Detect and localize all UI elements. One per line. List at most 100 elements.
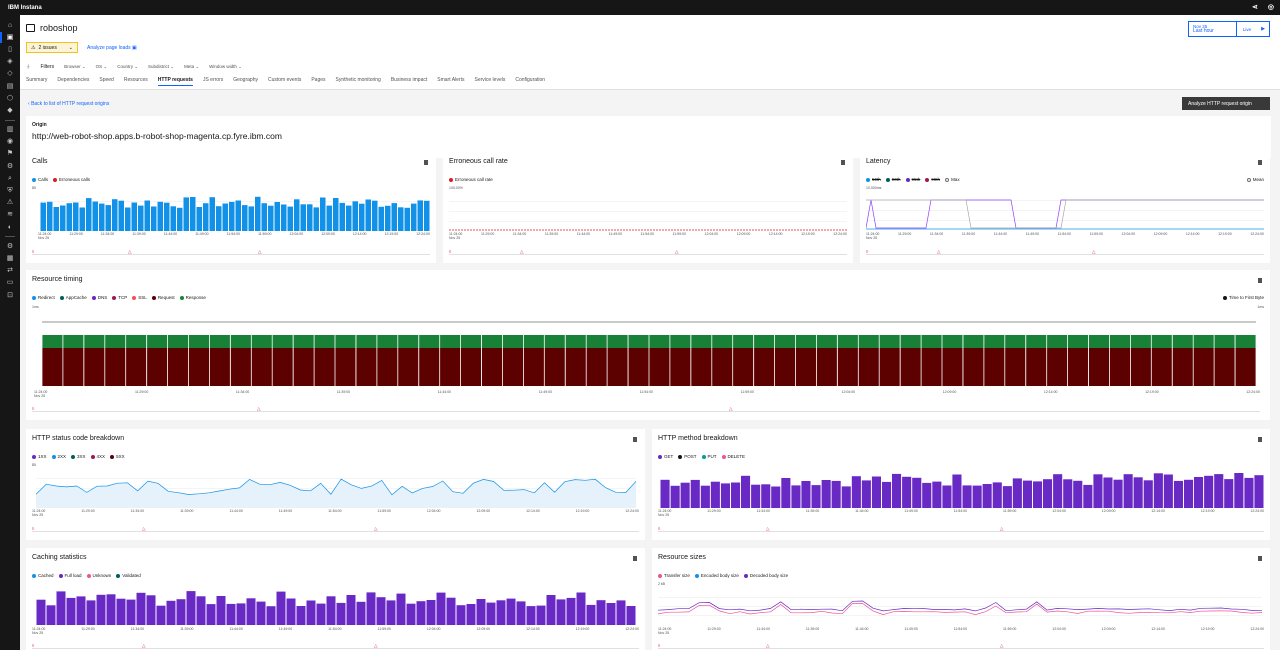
resource-sizes-chart[interactable] — [658, 588, 1262, 625]
alerts-icon[interactable]: ⚠ — [6, 199, 14, 207]
legend-item[interactable]: 3XX — [71, 454, 86, 459]
legend-item[interactable]: POST — [678, 454, 697, 459]
live-toggle[interactable]: Live — [1242, 26, 1252, 32]
alert-icon[interactable]: △ — [374, 526, 378, 531]
resource-timing-chart[interactable] — [42, 320, 1256, 388]
trash-icon[interactable] — [841, 160, 845, 165]
alert-icon[interactable]: △ — [257, 406, 261, 411]
legend-item[interactable]: 2XX — [51, 454, 66, 459]
filter-meta[interactable]: Meta ⌄ — [184, 64, 200, 69]
alert-icon[interactable]: △ — [142, 643, 146, 648]
alert-icon[interactable]: △ — [766, 526, 770, 531]
legend-item[interactable]: Transfer size — [658, 573, 690, 578]
event-marker[interactable]: ◊ — [32, 249, 35, 254]
docs-icon[interactable]: ▭ — [6, 279, 14, 287]
settings-icon[interactable]: ⚙ — [6, 242, 14, 250]
home-icon[interactable]: ⌂ — [7, 21, 13, 29]
tab-http-requests[interactable]: HTTP requests — [157, 77, 193, 86]
tab-js-errors[interactable]: JS errors — [202, 77, 224, 83]
legend-item[interactable]: Max — [945, 177, 960, 182]
events-icon[interactable]: ⚑ — [6, 150, 14, 158]
legend-item[interactable]: DELETE — [721, 454, 745, 459]
legend-item[interactable]: Decoded body size — [743, 573, 788, 578]
websites-icon[interactable]: ▣ — [0, 31, 14, 43]
alert-icon[interactable]: △ — [675, 249, 679, 254]
legend-item[interactable]: 4XX — [90, 454, 105, 459]
alert-icon[interactable]: △ — [258, 249, 262, 254]
filter-subdistrict[interactable]: Subdistrict ⌄ — [148, 64, 175, 69]
alert-icon[interactable]: △ — [520, 249, 524, 254]
legend-item[interactable]: Erroneous calls — [53, 177, 90, 182]
tab-smart-alerts[interactable]: Smart Alerts — [437, 77, 465, 83]
analytics-icon[interactable]: ▥ — [6, 126, 14, 134]
legend-item[interactable]: Request — [151, 295, 175, 300]
trash-icon[interactable] — [633, 437, 637, 442]
dashboard-icon[interactable]: ◐ — [7, 223, 13, 231]
applications-icon[interactable]: ◈ — [7, 58, 13, 66]
legend-item[interactable]: Mean — [1246, 177, 1264, 182]
trash-icon[interactable] — [1258, 437, 1262, 442]
trash-icon[interactable] — [424, 160, 428, 165]
legend-item[interactable]: Encoded body size — [694, 573, 739, 578]
mobile-icon[interactable]: ▯ — [8, 45, 12, 53]
synthetic-icon[interactable]: ◉ — [6, 138, 14, 146]
trash-icon[interactable] — [633, 556, 637, 561]
filter-country[interactable]: Country ⌄ — [117, 64, 139, 69]
services-icon[interactable]: ◇ — [7, 70, 13, 78]
filter-window-width[interactable]: Window width ⌄ — [209, 64, 242, 69]
play-icon[interactable]: ▶ — [1261, 26, 1265, 32]
tab-dependencies[interactable]: Dependencies — [57, 77, 90, 83]
analyze-page-loads-link[interactable]: Analyze page loads ▣ — [87, 45, 137, 51]
analyze-origin-button[interactable]: Analyze HTTP request origin — [1182, 97, 1270, 110]
tab-custom-events[interactable]: Custom events — [267, 77, 302, 83]
time-range-selector[interactable]: Nov 25 Last hour — [1189, 22, 1237, 36]
legend-item[interactable]: 99th — [925, 177, 940, 182]
event-marker[interactable]: ◊ — [449, 249, 452, 254]
legend-item[interactable]: Full load — [58, 573, 82, 578]
legend-item[interactable]: Unknown — [86, 573, 111, 578]
event-marker[interactable]: ◊ — [32, 526, 35, 531]
tab-synthetic-monitoring[interactable]: Synthetic monitoring — [335, 77, 381, 83]
alert-icon[interactable]: △ — [1092, 249, 1096, 254]
user-icon[interactable]: ◎ — [1267, 4, 1274, 11]
issues-dropdown[interactable]: ⚠ 2 issues ⌄ — [26, 42, 78, 53]
legend-item[interactable]: TCP — [112, 295, 127, 300]
calls-chart[interactable] — [40, 192, 430, 231]
filter-browser[interactable]: Browser ⌄ — [64, 64, 86, 69]
agents-icon[interactable]: ▦ — [6, 254, 14, 262]
tab-geography[interactable]: Geography — [233, 77, 258, 83]
legend-item[interactable]: GET — [658, 454, 673, 459]
alert-icon[interactable]: △ — [1000, 526, 1004, 531]
trash-icon[interactable] — [1258, 556, 1262, 561]
tab-configuration[interactable]: Configuration — [515, 77, 546, 83]
alert-icon[interactable]: △ — [128, 249, 132, 254]
legend-item[interactable]: 95th — [905, 177, 920, 182]
tab-summary[interactable]: Summary — [26, 77, 48, 83]
filter-os[interactable]: OS ⌄ — [95, 64, 108, 69]
event-marker[interactable]: ◊ — [658, 526, 661, 531]
automation-icon[interactable]: ⚙ — [6, 162, 14, 170]
legend-item[interactable]: 90th — [885, 177, 901, 182]
search-icon[interactable]: ⌕ — [8, 174, 12, 182]
legend-item[interactable]: AppCache — [59, 295, 87, 300]
method-chart[interactable] — [660, 469, 1264, 508]
event-marker[interactable]: ◊ — [32, 406, 35, 411]
alert-icon[interactable]: △ — [1000, 643, 1004, 648]
legend-item[interactable]: Redirect — [32, 295, 55, 300]
tab-pages[interactable]: Pages — [311, 77, 326, 83]
legend-item[interactable]: Validated — [116, 573, 141, 578]
legend-item[interactable]: DNS — [91, 295, 107, 300]
legend-item[interactable]: Time to First Byte — [1222, 295, 1264, 300]
time-picker[interactable]: Nov 25 Last hour Live ▶ — [1188, 21, 1270, 37]
platforms-icon[interactable]: ◆ — [7, 106, 13, 114]
share-icon[interactable]: ⋖ — [1252, 4, 1258, 11]
back-link[interactable]: ‹ Back to list of HTTP request origins — [28, 101, 109, 107]
legend-item[interactable]: 50th — [866, 177, 881, 182]
trash-icon[interactable] — [1258, 160, 1262, 165]
event-marker[interactable]: ◊ — [32, 643, 35, 648]
alert-icon[interactable]: △ — [729, 406, 733, 411]
pipeline-icon[interactable]: ⇄ — [7, 267, 13, 275]
security-icon[interactable]: ⛨ — [7, 187, 13, 195]
kubernetes-icon[interactable]: ⬡ — [6, 94, 14, 102]
caching-chart[interactable] — [36, 588, 636, 625]
